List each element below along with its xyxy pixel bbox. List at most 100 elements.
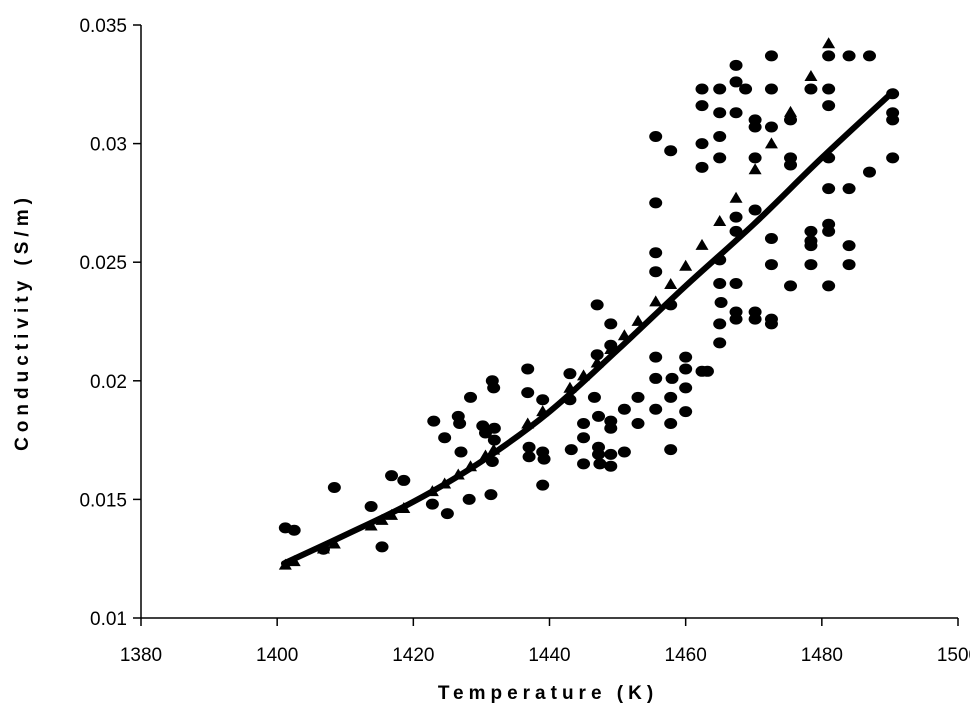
data-point-circle xyxy=(764,259,778,271)
data-point-circle xyxy=(590,349,604,361)
data-point-circle xyxy=(664,391,678,403)
data-point-circle xyxy=(695,138,709,150)
data-point-triangle xyxy=(649,295,663,307)
data-point-circle xyxy=(713,83,727,95)
data-point-circle xyxy=(764,318,778,330)
data-point-circle xyxy=(454,446,468,458)
data-point-circle xyxy=(695,83,709,95)
data-point-circle xyxy=(713,107,727,119)
data-point-circle xyxy=(822,280,836,292)
y-tick-label: 0.02 xyxy=(90,372,127,393)
data-point-circle xyxy=(462,493,476,505)
data-point-circle xyxy=(679,363,693,375)
x-tick-label: 1420 xyxy=(392,645,434,666)
y-tick-label: 0.025 xyxy=(79,253,127,274)
data-point-triangle xyxy=(664,278,678,290)
y-tick-label: 0.035 xyxy=(79,16,127,37)
data-point-triangle xyxy=(784,105,798,117)
data-point-circle xyxy=(886,152,900,164)
data-point-circle xyxy=(604,422,618,434)
data-point-circle xyxy=(729,76,743,88)
data-point-circle xyxy=(842,183,856,195)
data-point-circle xyxy=(649,372,663,384)
data-point-circle xyxy=(487,434,501,446)
data-point-circle xyxy=(617,446,631,458)
data-point-circle xyxy=(617,403,631,415)
data-point-circle xyxy=(842,259,856,271)
y-tick-label: 0.03 xyxy=(90,135,127,156)
data-point-circle xyxy=(842,50,856,62)
data-point-circle xyxy=(748,121,762,133)
data-point-circle xyxy=(729,211,743,223)
y-tick-label: 0.01 xyxy=(90,609,127,630)
data-point-circle xyxy=(484,489,498,501)
x-tick-label: 1480 xyxy=(801,645,843,666)
data-point-circle xyxy=(649,266,663,278)
x-tick-label: 1500 xyxy=(937,645,970,666)
data-point-circle xyxy=(464,391,478,403)
data-point-circle xyxy=(784,159,798,171)
data-point-triangle xyxy=(822,37,836,49)
data-point-circle xyxy=(886,114,900,126)
data-point-circle xyxy=(593,458,607,470)
data-point-circle xyxy=(375,541,389,553)
data-point-circle xyxy=(713,318,727,330)
data-point-circle xyxy=(822,83,836,95)
data-point-circle xyxy=(425,498,439,510)
data-point-triangle xyxy=(679,259,693,271)
data-point-circle xyxy=(822,100,836,112)
data-point-circle xyxy=(521,387,535,399)
data-point-circle xyxy=(440,508,454,520)
y-axis-title: Conductivity (S/m) xyxy=(12,193,33,451)
data-point-circle xyxy=(537,453,551,465)
data-point-circle xyxy=(604,318,618,330)
data-point-circle xyxy=(679,382,693,394)
data-point-circle xyxy=(664,444,678,456)
data-point-circle xyxy=(536,479,550,491)
data-point-circle xyxy=(577,417,591,429)
data-point-circle xyxy=(862,166,876,178)
data-point-circle xyxy=(679,351,693,363)
y-axis-ticks: 0.01 0.015 0.02 0.025 0.03 0.035 xyxy=(79,16,141,630)
x-tick-label: 1460 xyxy=(665,645,707,666)
data-point-circle xyxy=(631,417,645,429)
data-point-circle xyxy=(521,363,535,375)
data-point-circle xyxy=(592,448,606,460)
data-point-circle xyxy=(748,152,762,164)
fit-curve-line xyxy=(280,88,897,567)
data-point-triangle xyxy=(748,163,762,175)
data-point-circle xyxy=(649,197,663,209)
data-point-circle xyxy=(804,225,818,237)
data-point-circle xyxy=(713,278,727,290)
data-point-circle xyxy=(822,50,836,62)
data-point-circle xyxy=(748,204,762,216)
data-point-circle xyxy=(649,247,663,259)
data-point-circle xyxy=(649,351,663,363)
data-point-circle xyxy=(713,152,727,164)
data-point-circle xyxy=(487,422,501,434)
data-point-circle xyxy=(364,501,378,513)
data-point-circle xyxy=(695,161,709,173)
data-point-circle xyxy=(679,406,693,418)
data-point-circle xyxy=(700,365,714,377)
data-point-circle xyxy=(713,130,727,142)
data-point-circle xyxy=(453,417,467,429)
data-point-circle xyxy=(764,121,778,133)
data-point-triangle xyxy=(713,214,727,226)
data-point-circle xyxy=(427,415,441,427)
data-point-circle xyxy=(665,372,679,384)
data-point-circle xyxy=(564,444,578,456)
data-point-triangle xyxy=(804,70,818,82)
data-point-circle xyxy=(804,259,818,271)
data-point-circle xyxy=(577,432,591,444)
data-point-circle xyxy=(729,313,743,325)
data-point-circle xyxy=(438,432,452,444)
data-point-circle xyxy=(563,368,577,380)
data-point-circle xyxy=(784,280,798,292)
data-point-circle xyxy=(748,313,762,325)
data-point-circle xyxy=(649,130,663,142)
data-point-circle xyxy=(804,83,818,95)
data-point-circle xyxy=(487,382,501,394)
data-point-circle xyxy=(729,278,743,290)
data-point-circle xyxy=(664,417,678,429)
